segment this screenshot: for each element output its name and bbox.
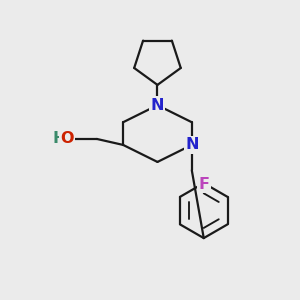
Text: N: N — [185, 137, 199, 152]
Text: F: F — [198, 177, 209, 192]
Text: H: H — [52, 131, 66, 146]
Text: O: O — [60, 131, 74, 146]
Text: N: N — [151, 98, 164, 113]
